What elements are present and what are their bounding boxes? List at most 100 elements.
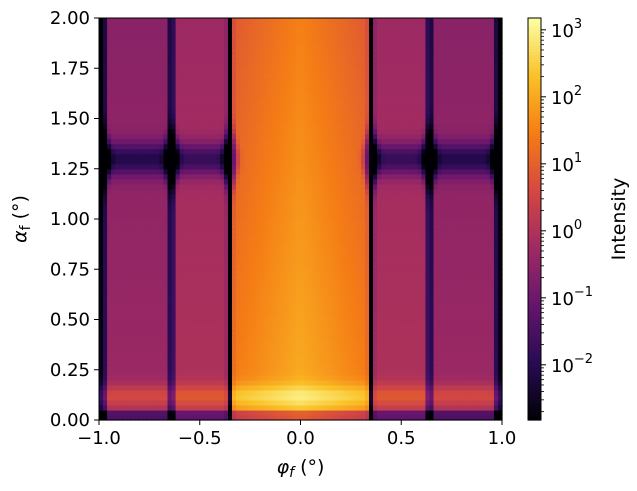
heatmap-cell: [227, 279, 233, 285]
heatmap-cell: [203, 409, 209, 416]
heatmap-cell: [219, 249, 225, 255]
heatmap-cell: [219, 264, 225, 270]
heatmap-cell: [123, 224, 128, 230]
heatmap-cell: [401, 208, 406, 215]
heatmap-cell: [316, 379, 322, 386]
heatmap-cell: [135, 389, 140, 396]
heatmap-cell: [292, 254, 298, 260]
heatmap-cell: [336, 274, 342, 280]
heatmap-cell: [461, 299, 467, 306]
heatmap-cell: [425, 188, 431, 195]
heatmap-cell: [360, 299, 366, 306]
heatmap-cell: [264, 354, 269, 361]
heatmap-cell: [223, 314, 229, 321]
heatmap-cell: [405, 364, 410, 371]
heatmap-cell: [115, 289, 120, 295]
heatmap-cell: [244, 219, 249, 225]
heatmap-cell: [231, 339, 237, 346]
heatmap-cell: [336, 279, 342, 285]
heatmap-cell: [360, 384, 366, 391]
heatmap-cell: [264, 254, 269, 260]
heatmap-cell: [497, 324, 503, 331]
heatmap-cell: [449, 239, 455, 245]
heatmap-cell: [236, 309, 241, 316]
heatmap-cell: [131, 389, 136, 396]
heatmap-cell: [369, 224, 374, 230]
heatmap-cell: [223, 239, 229, 245]
heatmap-cell: [115, 274, 120, 280]
heatmap-cell: [308, 249, 314, 255]
heatmap-cell: [473, 399, 479, 406]
heatmap-cell: [336, 229, 342, 235]
heatmap-cell: [167, 339, 173, 346]
heatmap-cell: [425, 294, 431, 300]
heatmap-cell: [316, 304, 322, 311]
heatmap-cell: [377, 364, 382, 371]
heatmap-cell: [409, 229, 414, 235]
heatmap-cell: [252, 213, 257, 220]
heatmap-cell: [445, 374, 451, 381]
heatmap-cell: [219, 183, 225, 190]
heatmap-cell: [485, 249, 491, 255]
heatmap-cell: [332, 349, 338, 356]
heatmap-cell: [324, 234, 330, 240]
heatmap-cell: [191, 219, 197, 225]
heatmap-cell: [111, 213, 116, 220]
heatmap-cell: [227, 284, 233, 290]
heatmap-cell: [308, 329, 314, 336]
heatmap-cell: [429, 173, 435, 180]
heatmap-cell: [175, 219, 181, 225]
heatmap-cell: [135, 244, 140, 250]
heatmap-cell: [445, 173, 451, 180]
heatmap-cell: [183, 249, 189, 255]
heatmap-cell: [207, 414, 213, 421]
heatmap-cell: [296, 274, 302, 280]
heatmap-cell: [151, 399, 157, 406]
heatmap-cell: [340, 259, 346, 265]
heatmap-cell: [381, 168, 386, 175]
heatmap-cell: [332, 183, 338, 190]
heatmap-cell: [127, 279, 132, 285]
heatmap-cell: [296, 414, 302, 421]
heatmap-cell: [385, 173, 390, 180]
heatmap-cell: [248, 188, 253, 195]
heatmap-cell: [356, 254, 362, 260]
heatmap-cell: [127, 304, 132, 311]
heatmap-cell: [324, 384, 330, 391]
heatmap-cell: [135, 339, 140, 346]
heatmap-cell: [377, 409, 382, 416]
heatmap-cell: [131, 213, 136, 220]
heatmap-cell: [276, 173, 281, 180]
heatmap-cell: [272, 234, 277, 240]
heatmap-cell: [135, 254, 140, 260]
heatmap-cell: [413, 173, 418, 180]
heatmap-cell: [320, 369, 326, 376]
heatmap-cell: [175, 324, 181, 331]
heatmap-cell: [393, 239, 398, 245]
heatmap-cell: [139, 404, 144, 411]
heatmap-cell: [477, 203, 483, 210]
heatmap-cell: [147, 289, 152, 295]
heatmap-cell: [328, 264, 334, 270]
heatmap-cell: [493, 269, 499, 275]
heatmap-cell: [119, 168, 124, 175]
heatmap-cell: [324, 188, 330, 195]
heatmap-cell: [369, 168, 374, 175]
heatmap-cell: [332, 344, 338, 351]
heatmap-cell: [397, 239, 402, 245]
heatmap-cell: [292, 208, 298, 215]
heatmap-cell: [183, 334, 189, 341]
heatmap-cell: [280, 324, 285, 331]
heatmap-cell: [344, 404, 350, 411]
heatmap-cell: [393, 269, 398, 275]
heatmap-cell: [143, 208, 148, 215]
heatmap-cell: [183, 284, 189, 290]
heatmap-cell: [163, 188, 169, 195]
heatmap-cell: [292, 404, 298, 411]
heatmap-cell: [369, 399, 374, 406]
heatmap-cell: [356, 208, 362, 215]
heatmap-cell: [127, 188, 132, 195]
heatmap-cell: [389, 409, 394, 416]
heatmap-cell: [369, 404, 374, 411]
heatmap-cell: [151, 394, 157, 401]
